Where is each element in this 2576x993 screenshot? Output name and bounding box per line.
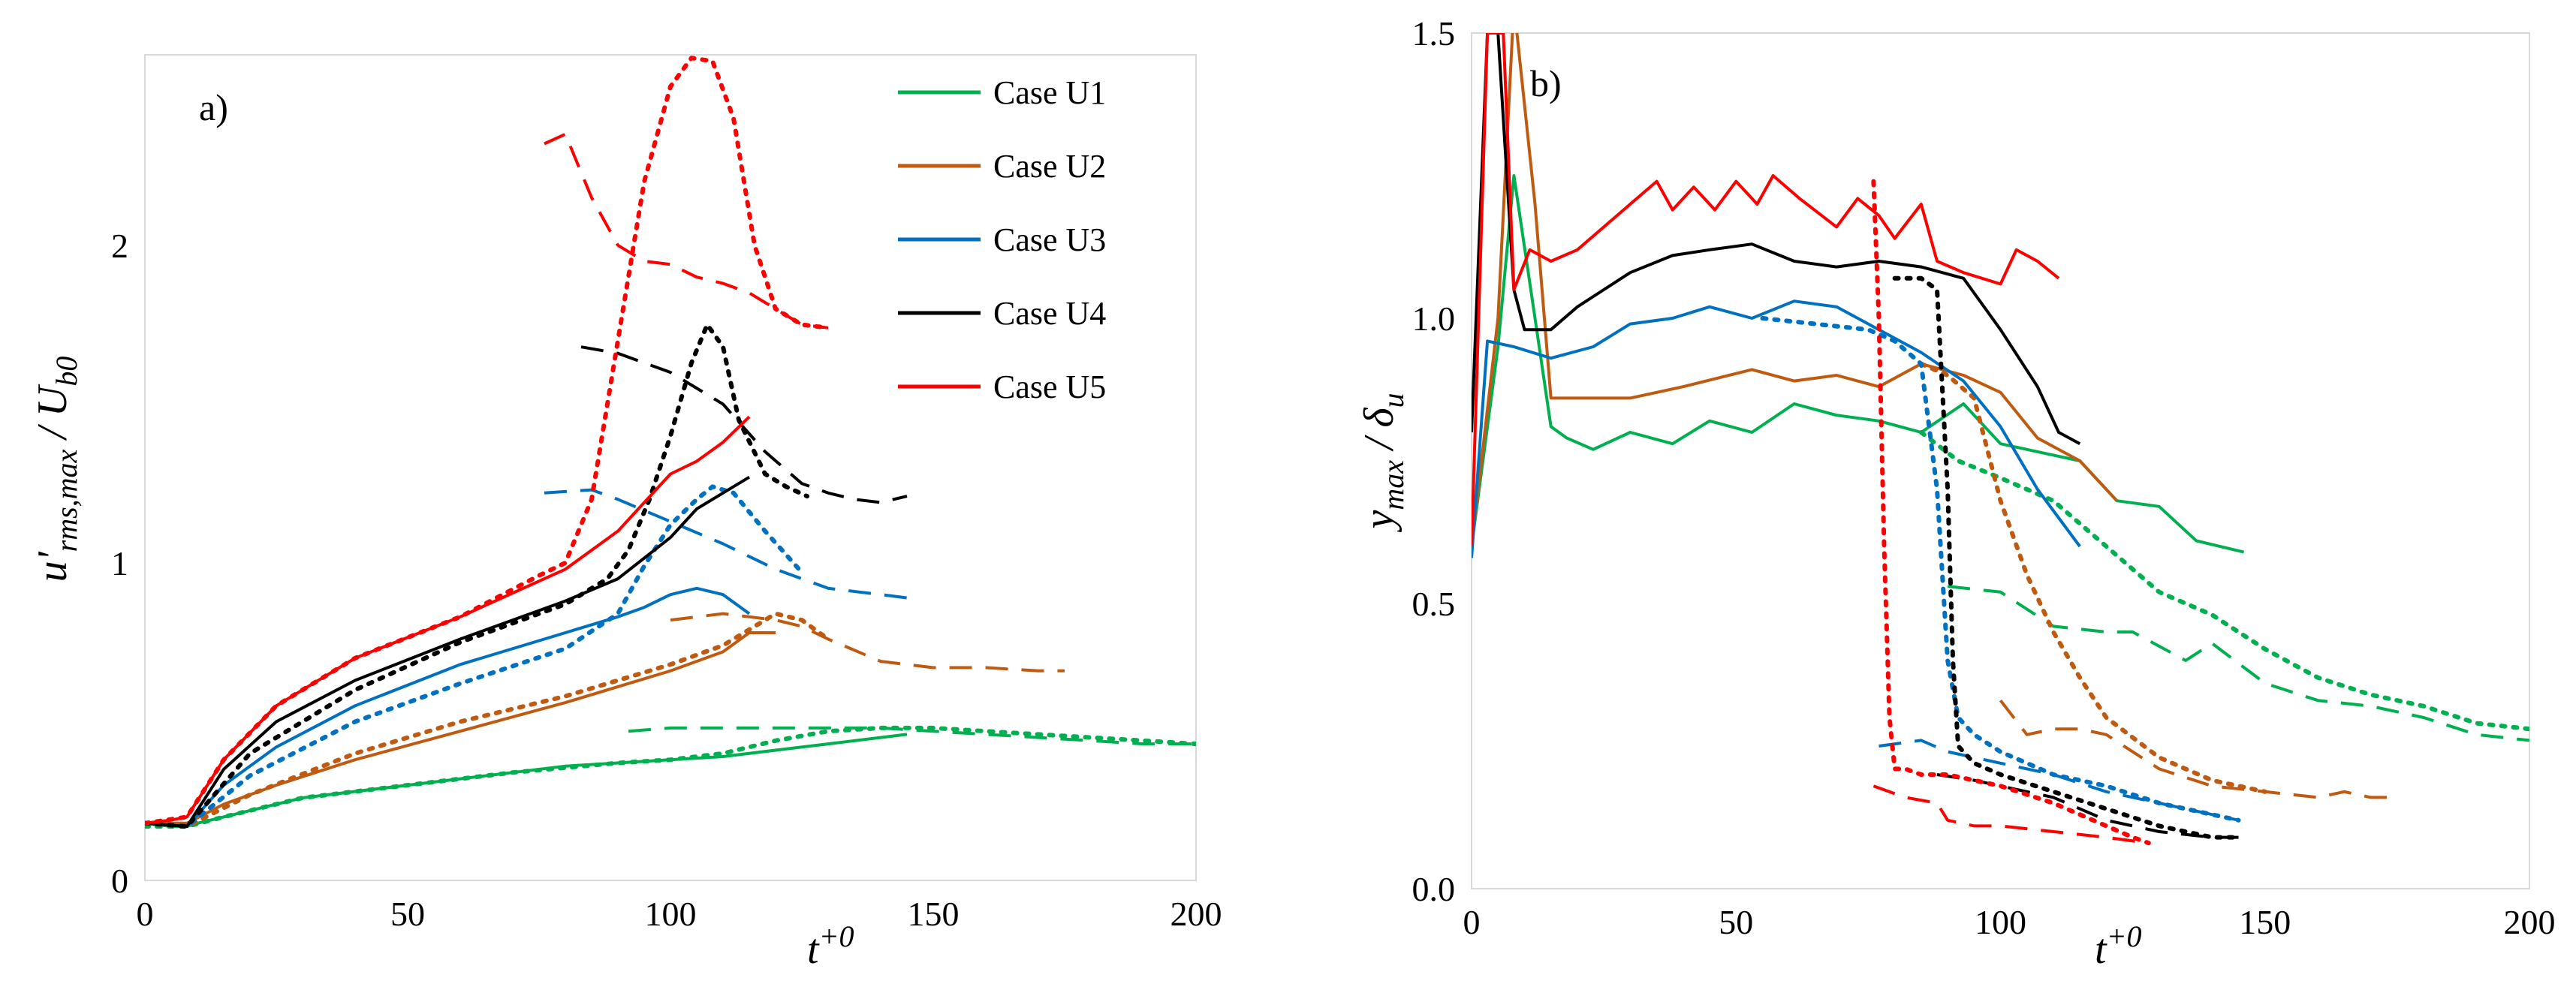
series-u3-dotted-line <box>1760 316 2241 823</box>
panel-b-ticks: 0 50 100 150 200 0.0 0.5 1.0 1.5 <box>1412 14 2556 941</box>
series-u1-dotted-line <box>1918 430 2529 732</box>
series-u2-solid-line <box>1472 33 2118 547</box>
x-tick-label: 50 <box>390 895 425 933</box>
series-u5-dashed-line <box>544 132 829 329</box>
panel-b-plot-area <box>1471 32 2530 889</box>
series-u2-dotted-line <box>145 611 830 829</box>
series-u4-solid-line <box>1472 33 2081 445</box>
x-tick-label: 100 <box>645 895 697 933</box>
series-u3-solid-line <box>1472 299 2081 558</box>
series-u1-dotted-line <box>145 725 1196 829</box>
series-u2-dashed-line <box>670 612 1065 673</box>
legend-label-u4: Case U4 <box>993 295 1106 332</box>
series-u4-dashed-line <box>580 345 908 504</box>
x-tick-label: 200 <box>2504 903 2556 941</box>
panel-a: a) 0 50 100 150 200 0 1 2 t+0 u'rms,max / Ub0 C… <box>29 54 1222 973</box>
series-u1-dashed-line <box>1947 585 2529 742</box>
legend: Case U1 Case U2 Case U3 Case U4 Case U5 <box>898 74 1106 405</box>
x-tick-label: 150 <box>908 895 960 933</box>
panel-a-x-axis-label: t+0 <box>807 919 854 973</box>
legend-label-u1: Case U1 <box>993 74 1106 111</box>
panel-b-y-axis-label: ymax / δu <box>1356 393 1410 532</box>
panel-b-label: b) <box>1530 62 1562 104</box>
series-u4-dotted-line <box>145 322 809 829</box>
y-tick-label: 0.0 <box>1412 870 1456 908</box>
panel-b-series <box>1472 33 2529 846</box>
panel-a-y-axis-label: u'rms,max / Ub0 <box>29 357 83 582</box>
y-tick-label: 1.5 <box>1412 14 1456 53</box>
y-tick-label: 0 <box>111 862 128 900</box>
x-tick-label: 100 <box>1975 903 2026 941</box>
x-tick-label: 150 <box>2239 903 2291 941</box>
series-u5-dotted-line <box>145 56 830 826</box>
series-u3-dotted-line <box>145 484 804 829</box>
y-tick-label: 0.5 <box>1412 585 1456 623</box>
y-tick-label: 1 <box>111 544 128 582</box>
panel-b: b) 0 50 100 150 200 0.0 0.5 1.0 1.5 t+0 ymax / δ… <box>1356 14 2556 973</box>
series-u3-dashed-line <box>544 488 908 600</box>
panel-a-label: a) <box>199 86 228 128</box>
series-u5-dashed-line <box>1872 784 2150 845</box>
legend-label-u5: Case U5 <box>993 369 1106 405</box>
y-tick-label: 1.0 <box>1412 299 1456 338</box>
y-tick-label: 2 <box>111 227 128 265</box>
x-tick-label: 0 <box>137 895 154 933</box>
series-u2-dashed-line <box>1999 699 2397 799</box>
series-u1-solid-line <box>1472 174 2245 554</box>
panel-b-x-axis-label: t+0 <box>2095 919 2142 973</box>
legend-label-u3: Case U3 <box>993 221 1106 258</box>
series-u4-solid-line <box>145 475 751 829</box>
series-u4-dotted-line <box>1892 275 2241 840</box>
panel-a-series <box>145 56 1196 829</box>
series-u2-dotted-line <box>1918 361 2267 794</box>
series-u2-solid-line <box>145 631 776 825</box>
panel-a-ticks: 0 50 100 150 200 0 1 2 <box>111 227 1222 933</box>
series-u1-dashed-line <box>628 726 1196 746</box>
x-tick-label: 0 <box>1463 903 1481 941</box>
x-tick-label: 200 <box>1170 895 1222 933</box>
legend-label-u2: Case U2 <box>993 148 1106 185</box>
series-u3-dashed-line <box>1879 739 2239 822</box>
series-u5-solid-line <box>1472 33 2060 547</box>
panel-a-plot-area <box>144 54 1197 881</box>
series-u5-solid-line <box>145 415 751 825</box>
x-tick-label: 50 <box>1719 903 1753 941</box>
series-u5-dotted-line <box>1871 179 2151 846</box>
